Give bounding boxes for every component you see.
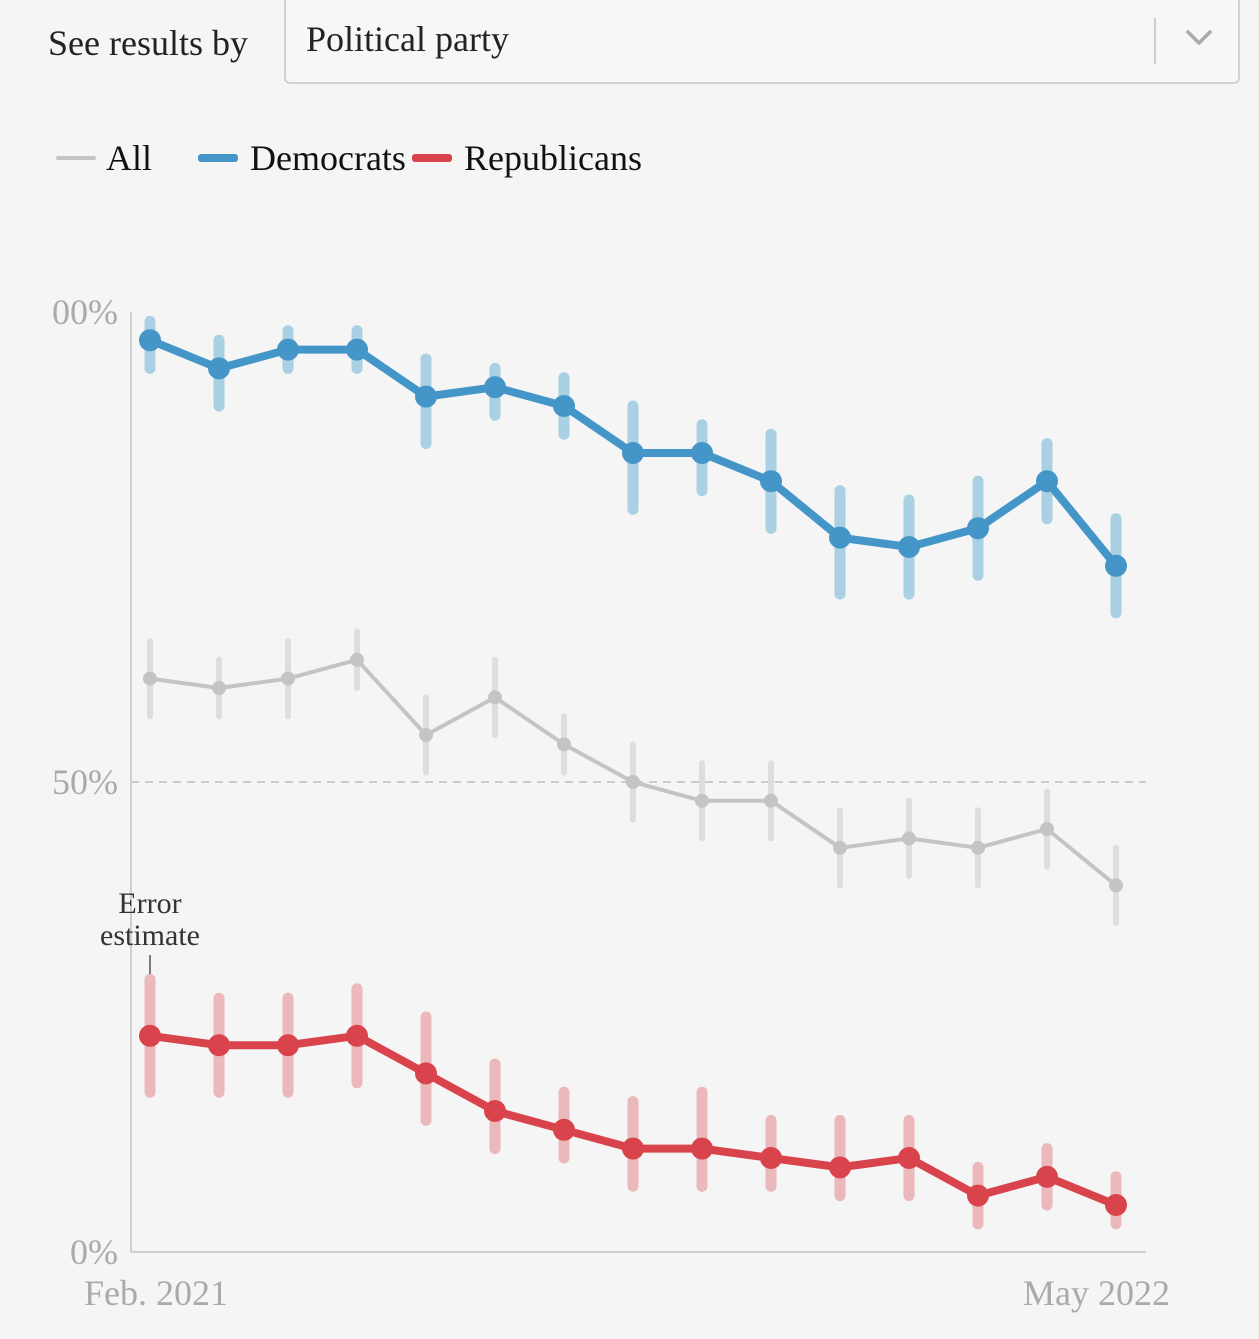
data-point-democrats	[208, 357, 230, 380]
data-point-all	[350, 652, 364, 667]
legend-swatch-democrats	[198, 154, 238, 162]
data-point-all	[764, 793, 778, 808]
data-point-democrats	[553, 395, 575, 417]
legend-label-democrats: Democrats	[250, 138, 406, 178]
party-select[interactable]: Political party	[284, 0, 1240, 84]
data-point-republicans	[277, 1034, 299, 1057]
data-point-democrats	[898, 536, 920, 558]
data-point-all	[1109, 878, 1123, 893]
data-point-republicans	[553, 1118, 575, 1141]
annotation-error-estimate-line1: Error	[118, 887, 181, 920]
data-point-all	[488, 690, 502, 705]
data-point-all	[695, 793, 709, 808]
annotation-error-estimate-line2: estimate	[100, 919, 200, 952]
y-tick-label: 50%	[52, 762, 118, 802]
data-point-democrats	[829, 526, 851, 549]
data-point-all	[557, 737, 571, 752]
data-point-all	[833, 840, 847, 855]
data-point-all	[419, 728, 433, 742]
legend-label-all: All	[106, 138, 153, 178]
data-point-republicans	[1105, 1194, 1127, 1216]
data-point-republicans	[967, 1184, 989, 1207]
data-point-democrats	[346, 338, 368, 361]
data-point-republicans	[208, 1034, 230, 1057]
data-point-republicans	[1036, 1165, 1058, 1188]
data-point-all	[626, 775, 640, 789]
data-point-republicans	[415, 1062, 437, 1085]
data-point-democrats	[277, 338, 299, 361]
data-point-all	[1040, 822, 1054, 836]
data-point-republicans	[760, 1147, 782, 1169]
x-tick-label-end: May 2022	[1023, 1273, 1170, 1313]
data-point-republicans	[346, 1024, 368, 1047]
data-point-democrats	[139, 329, 161, 352]
data-point-all	[281, 671, 295, 686]
x-tick-label-start: Feb. 2021	[84, 1273, 228, 1313]
data-point-democrats	[415, 385, 437, 408]
chevron-down-icon[interactable]	[1182, 20, 1216, 54]
data-point-democrats	[1105, 554, 1127, 577]
legend-label-republicans: Republicans	[464, 138, 642, 178]
data-point-all	[902, 831, 916, 846]
data-point-democrats	[1036, 470, 1058, 493]
data-point-democrats	[691, 442, 713, 464]
select-divider	[1154, 18, 1156, 64]
data-point-republicans	[484, 1100, 506, 1122]
data-point-republicans	[622, 1137, 644, 1160]
party-select-value: Political party	[306, 19, 509, 59]
data-point-republicans	[139, 1024, 161, 1047]
filter-label: See results by	[48, 23, 248, 63]
data-point-republicans	[898, 1147, 920, 1169]
data-point-republicans	[829, 1156, 851, 1179]
data-point-republicans	[691, 1137, 713, 1160]
legend-swatch-republicans	[412, 154, 452, 162]
data-point-all	[212, 681, 226, 695]
legend-swatch-all	[56, 156, 96, 160]
data-point-democrats	[967, 517, 989, 540]
data-point-all	[143, 671, 157, 686]
y-tick-label: 0%	[70, 1232, 118, 1272]
data-point-democrats	[484, 376, 506, 399]
data-point-all	[971, 840, 985, 855]
y-tick-label: 00%	[52, 292, 118, 332]
data-point-democrats	[622, 442, 644, 464]
data-point-democrats	[760, 470, 782, 493]
